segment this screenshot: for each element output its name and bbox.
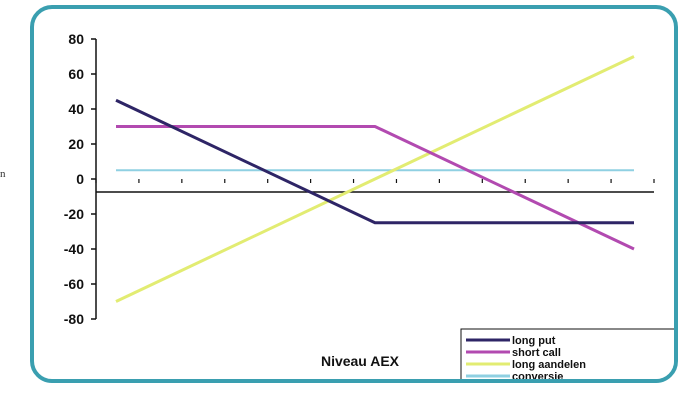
y-tick-label: -80 xyxy=(64,311,84,327)
series-line-short-call xyxy=(116,125,635,251)
chart-svg: 80 60 40 20 0 -20 -40 -60 -80 Niveau AEX long pu… xyxy=(64,31,674,379)
y-tick-label: 80 xyxy=(68,31,84,47)
y-tick-label: -20 xyxy=(64,206,84,222)
x-ticks xyxy=(95,179,655,183)
y-tick-label: 0 xyxy=(76,171,84,187)
series-lines xyxy=(115,55,635,303)
legend-label: conversie xyxy=(512,371,563,379)
y-ticks: 80 60 40 20 0 -20 -40 -60 -80 xyxy=(64,31,96,327)
legend-box xyxy=(460,328,674,379)
chart-frame: 80 60 40 20 0 -20 -40 -60 -80 Niveau AEX long pu… xyxy=(30,5,678,383)
y-tick-label: -40 xyxy=(64,241,84,257)
y-tick-label: 20 xyxy=(68,136,84,152)
legend-label: short call xyxy=(512,347,561,359)
series-line-long-aandelen xyxy=(115,55,635,303)
legend-label: long aandelen xyxy=(512,359,586,371)
side-mark-letter: n xyxy=(0,168,6,180)
x-axis-label: Niveau AEX xyxy=(321,353,400,369)
y-tick-label: -60 xyxy=(64,276,84,292)
legend-label: long put xyxy=(512,335,556,347)
series-line-long-put xyxy=(115,98,634,225)
y-tick-label: 40 xyxy=(68,101,84,117)
y-tick-label: 60 xyxy=(68,66,84,82)
